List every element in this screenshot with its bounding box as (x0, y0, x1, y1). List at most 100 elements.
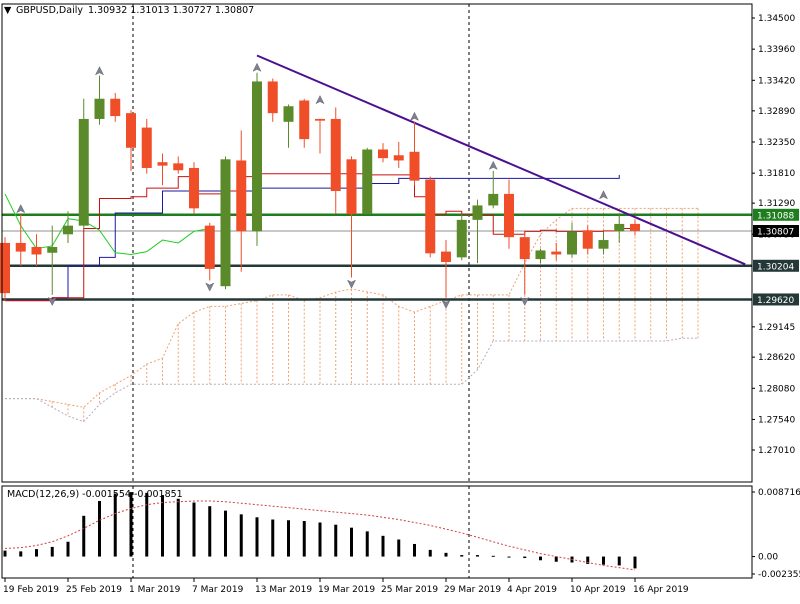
candle-body (393, 155, 404, 161)
x-tick-label: 13 Mar 2019 (255, 585, 312, 595)
y-tick-label: 1.32350 (758, 138, 795, 148)
macd-histogram-bar (145, 492, 149, 557)
x-tick-label: 19 Mar 2019 (318, 585, 375, 595)
fractal-up-icon (252, 62, 262, 72)
macd-histogram-bar (491, 555, 495, 557)
x-tick-label: 1 Mar 2019 (129, 585, 181, 595)
x-tick-label: 7 Mar 2019 (192, 585, 244, 595)
candle-body (504, 193, 514, 238)
candle-body (425, 179, 436, 254)
macd-histogram-bar (302, 521, 306, 557)
macd-y-tick-label: -0.002355 (758, 570, 800, 580)
y-tick-label: 1.31810 (758, 169, 795, 179)
candle-body (204, 225, 215, 269)
cloud-span-b (5, 337, 698, 423)
candle-body (330, 118, 341, 192)
cloud-span-a (5, 207, 698, 408)
y-tick-label: 1.33960 (758, 45, 795, 55)
macd-histogram-bar (113, 493, 117, 557)
chikou-span-line (4, 193, 210, 255)
y-tick-label: 1.27540 (758, 415, 795, 425)
macd-histogram-bar (476, 555, 479, 557)
macd-histogram-bar (381, 535, 385, 557)
macd-histogram-bar (350, 527, 353, 557)
macd-signal-line (4, 500, 636, 571)
fractal-up-icon (315, 95, 325, 105)
price-level-tag (753, 208, 799, 221)
candle-body (126, 113, 136, 148)
macd-histogram-bar (271, 519, 275, 557)
fractal-up-icon (409, 111, 420, 121)
macd-histogram-bar (460, 555, 464, 557)
macd-histogram-bar (3, 550, 7, 557)
candle-body (582, 230, 593, 249)
price-level-tag (753, 259, 799, 272)
price-level-label: 1.31088 (757, 211, 794, 221)
macd-histogram-bar (208, 506, 212, 557)
macd-histogram-bar (82, 515, 86, 557)
candle-body (441, 251, 451, 262)
candle-body (472, 205, 483, 220)
main-panel-frame (1, 3, 753, 483)
x-tick-label: 19 Feb 2019 (3, 585, 59, 595)
price-level-tag (753, 225, 799, 238)
y-tick-label: 1.33420 (758, 76, 795, 86)
fractal-up-icon (488, 160, 498, 170)
candle-body (110, 98, 121, 117)
trendline (256, 54, 746, 266)
candle-body (598, 240, 609, 249)
macd-y-tick-label: 0.00 (758, 553, 778, 563)
candle-body (409, 151, 420, 181)
macd-histogram-bar (192, 502, 196, 557)
tenkan-sen-line (5, 173, 636, 302)
macd-histogram-bar (334, 524, 338, 557)
fractal-up-icon (16, 204, 26, 214)
y-tick-label: 1.27010 (758, 446, 795, 456)
macd-histogram-bar (239, 514, 243, 557)
macd-histogram-bar (161, 495, 164, 557)
kijun-sen-line (5, 174, 620, 302)
candle-body (220, 159, 231, 287)
fractal-up-icon (94, 66, 105, 76)
macd-histogram-bar (633, 556, 637, 569)
chart-symbol-label: GBPUSD,Daily (16, 5, 83, 16)
y-tick-label: 1.31290 (758, 199, 795, 209)
macd-histogram-bar (66, 541, 70, 557)
candle-body (315, 118, 325, 121)
candle-body (0, 242, 10, 294)
candle-body (283, 106, 294, 122)
macd-histogram-bar (98, 501, 101, 557)
macd-histogram-bar (255, 517, 259, 557)
macd-histogram-bar (602, 556, 605, 565)
candle-body (78, 118, 89, 226)
price-level-label: 1.30807 (757, 228, 794, 238)
candle-body (519, 237, 530, 260)
candle-body (630, 223, 640, 231)
y-tick-label: 1.28620 (758, 353, 795, 363)
candle-body (488, 193, 499, 206)
candle-body (456, 219, 467, 258)
macd-histogram-bar (176, 498, 180, 557)
header-collapse-icon[interactable]: ▼ (4, 5, 12, 16)
fractal-down-icon (205, 282, 215, 292)
x-tick-label: 25 Mar 2019 (381, 585, 438, 595)
candle-body (267, 81, 278, 114)
macd-histogram-bar (539, 556, 542, 561)
chart-ohlc-values: 1.30932 1.31013 1.30727 1.30807 (88, 5, 254, 16)
candle-body (535, 250, 546, 260)
candle-body (157, 162, 168, 166)
macd-histogram-bar (507, 556, 511, 558)
candle-body (189, 167, 199, 209)
candle-body (252, 81, 262, 232)
x-tick-label: 10 Apr 2019 (570, 585, 626, 595)
x-tick-label: 16 Apr 2019 (633, 585, 689, 595)
macd-histogram-bar (224, 510, 227, 557)
y-tick-label: 1.29145 (758, 323, 795, 333)
macd-histogram-bar (554, 556, 558, 562)
macd-histogram-bar (287, 520, 290, 557)
macd-histogram-bar (428, 549, 432, 557)
fractal-down-icon (346, 279, 357, 289)
candle-body (15, 242, 26, 252)
